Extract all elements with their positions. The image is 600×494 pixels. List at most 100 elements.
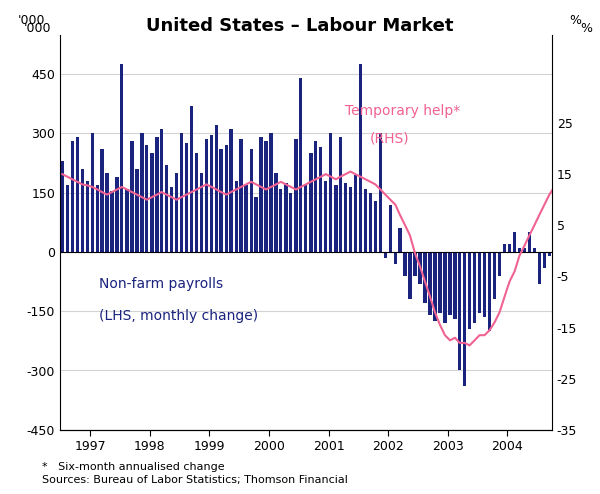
Bar	[215, 125, 218, 252]
Bar	[428, 252, 431, 315]
Bar	[418, 252, 422, 284]
Bar	[523, 248, 526, 252]
Bar	[568, 216, 571, 252]
Bar	[573, 228, 576, 252]
Bar	[265, 141, 268, 252]
Bar	[81, 169, 84, 252]
Bar	[553, 236, 556, 252]
Bar	[299, 78, 302, 252]
Bar	[160, 129, 163, 252]
Bar	[71, 141, 74, 252]
Bar	[125, 189, 128, 252]
Bar	[314, 141, 317, 252]
Bar	[364, 189, 367, 252]
Bar	[448, 252, 452, 315]
Bar	[100, 149, 104, 252]
Bar	[279, 189, 283, 252]
Bar	[374, 201, 377, 252]
Bar	[527, 232, 531, 252]
Bar	[130, 141, 134, 252]
Bar	[359, 64, 362, 252]
Bar	[592, 240, 596, 252]
Bar	[96, 185, 99, 252]
Bar	[319, 147, 322, 252]
Y-axis label: %: %	[580, 22, 592, 35]
Bar	[339, 137, 342, 252]
Bar	[165, 165, 168, 252]
Bar	[200, 173, 203, 252]
Bar	[498, 252, 501, 276]
Bar	[170, 187, 173, 252]
Text: %: %	[569, 14, 581, 27]
Bar	[533, 248, 536, 252]
Bar	[205, 139, 208, 252]
Bar	[235, 181, 238, 252]
Bar	[369, 193, 372, 252]
Bar	[558, 252, 561, 276]
Bar	[488, 252, 491, 331]
Bar	[409, 252, 412, 299]
Bar	[454, 252, 457, 319]
Bar	[61, 161, 64, 252]
Bar	[334, 185, 338, 252]
Bar	[433, 252, 437, 321]
Text: (LHS, monthly change): (LHS, monthly change)	[100, 309, 259, 323]
Bar	[91, 133, 94, 252]
Bar	[115, 177, 119, 252]
Bar	[468, 252, 471, 329]
Bar	[583, 232, 586, 252]
Bar	[195, 153, 198, 252]
Bar	[289, 193, 292, 252]
Bar	[190, 106, 193, 252]
Bar	[110, 191, 113, 252]
Y-axis label: '000: '000	[24, 22, 52, 35]
Text: '000: '000	[18, 14, 46, 27]
Bar	[349, 187, 352, 252]
Bar	[503, 244, 506, 252]
Bar	[518, 248, 521, 252]
Text: Non-farm payrolls: Non-farm payrolls	[100, 278, 223, 291]
Bar	[175, 173, 178, 252]
Bar	[210, 135, 213, 252]
Bar	[577, 240, 581, 252]
Bar	[344, 183, 347, 252]
Bar	[563, 252, 566, 284]
Bar	[384, 252, 387, 258]
Bar	[106, 173, 109, 252]
Bar	[309, 153, 313, 252]
Bar	[254, 197, 257, 252]
Bar	[220, 149, 223, 252]
Bar	[513, 232, 516, 252]
Bar	[542, 252, 546, 268]
Bar	[155, 137, 158, 252]
Bar	[538, 252, 541, 284]
Bar	[329, 133, 332, 252]
Bar	[508, 244, 511, 252]
Bar	[244, 185, 248, 252]
Bar	[274, 173, 278, 252]
Bar	[413, 252, 416, 276]
Bar	[304, 185, 307, 252]
Bar	[150, 153, 154, 252]
Bar	[86, 181, 89, 252]
Bar	[140, 133, 143, 252]
Bar	[443, 252, 446, 323]
Bar	[463, 252, 466, 386]
Bar	[394, 252, 397, 264]
Bar	[229, 129, 233, 252]
Bar	[424, 252, 427, 303]
Text: United States – Labour Market: United States – Labour Market	[146, 17, 454, 35]
Text: Temporary help*: Temporary help*	[346, 104, 461, 118]
Bar	[597, 236, 600, 252]
Bar	[389, 205, 392, 252]
Text: *   Six-month annualised change: * Six-month annualised change	[42, 462, 224, 472]
Bar	[473, 252, 476, 323]
Bar	[294, 139, 298, 252]
Bar	[66, 185, 69, 252]
Bar	[379, 133, 382, 252]
Bar	[439, 252, 442, 313]
Bar	[458, 252, 461, 370]
Bar	[76, 137, 79, 252]
Bar	[354, 175, 357, 252]
Bar	[250, 149, 253, 252]
